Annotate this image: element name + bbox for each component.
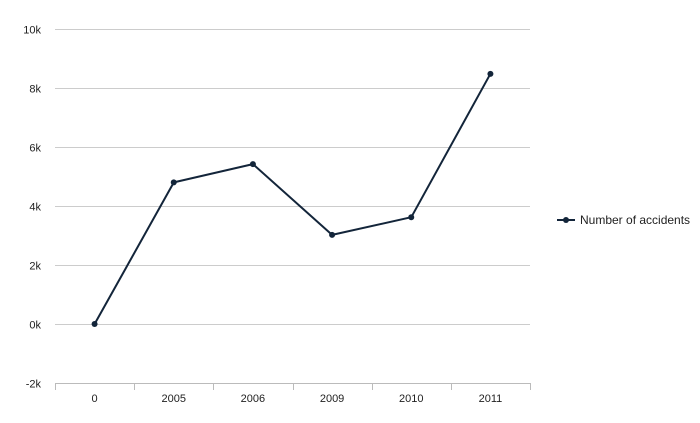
- legend-label: Number of accidents: [580, 213, 690, 227]
- y-tick-label: 8k: [29, 84, 41, 96]
- grid-lines: [55, 29, 530, 384]
- data-point: [170, 179, 177, 186]
- data-point: [91, 321, 98, 327]
- x-tick-label: 2005: [162, 393, 186, 405]
- x-tick-label: 2010: [399, 393, 423, 405]
- data-point: [487, 70, 494, 77]
- y-tick-label: 4k: [29, 202, 41, 214]
- y-tick-label: 6k: [29, 143, 41, 155]
- data-point: [329, 231, 336, 238]
- legend-dot-marker: [563, 217, 569, 223]
- x-tick-label: 0: [92, 393, 98, 405]
- x-tick-label: 2006: [241, 393, 265, 405]
- x-tick-label: 2011: [479, 393, 503, 405]
- data-point: [408, 214, 415, 221]
- x-tick-label: 2009: [320, 393, 344, 405]
- series-layer: [91, 70, 494, 327]
- x-axis: 0 2005 2006 2009 2010 2011: [55, 383, 531, 405]
- y-tick-label: -2k: [26, 379, 42, 391]
- y-axis: -2k 0k 2k 4k 6k 8k 10k: [23, 25, 41, 391]
- data-point: [249, 161, 256, 168]
- y-tick-label: 10k: [23, 25, 41, 37]
- series-line: [93, 73, 492, 325]
- legend: Number of accidents: [557, 213, 690, 227]
- y-tick-label: 0k: [29, 320, 41, 332]
- y-tick-label: 2k: [29, 261, 41, 273]
